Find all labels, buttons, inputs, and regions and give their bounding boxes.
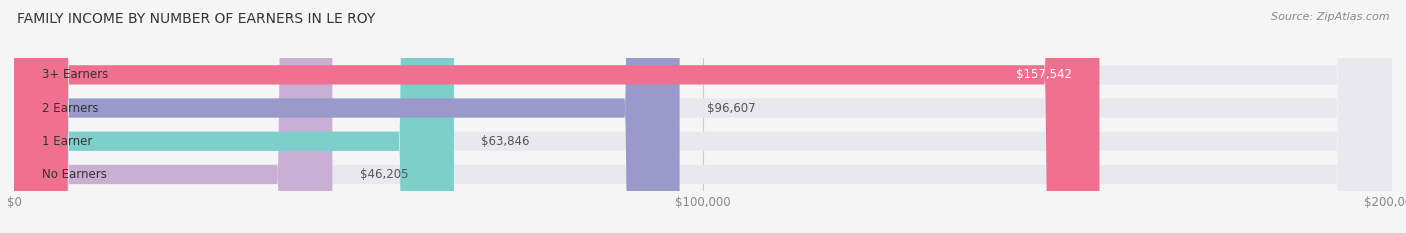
Text: 2 Earners: 2 Earners (42, 102, 98, 115)
FancyBboxPatch shape (14, 0, 1392, 233)
Text: 3+ Earners: 3+ Earners (42, 68, 108, 81)
FancyBboxPatch shape (14, 0, 1392, 233)
FancyBboxPatch shape (14, 0, 1392, 233)
FancyBboxPatch shape (14, 0, 1392, 233)
Text: 1 Earner: 1 Earner (42, 135, 91, 148)
Text: $96,607: $96,607 (707, 102, 756, 115)
FancyBboxPatch shape (14, 0, 1099, 233)
Text: $157,542: $157,542 (1017, 68, 1071, 81)
FancyBboxPatch shape (14, 0, 679, 233)
Text: $46,205: $46,205 (360, 168, 408, 181)
Text: FAMILY INCOME BY NUMBER OF EARNERS IN LE ROY: FAMILY INCOME BY NUMBER OF EARNERS IN LE… (17, 12, 375, 26)
FancyBboxPatch shape (14, 0, 454, 233)
Text: Source: ZipAtlas.com: Source: ZipAtlas.com (1271, 12, 1389, 22)
FancyBboxPatch shape (14, 0, 332, 233)
Text: No Earners: No Earners (42, 168, 107, 181)
Text: $63,846: $63,846 (481, 135, 530, 148)
